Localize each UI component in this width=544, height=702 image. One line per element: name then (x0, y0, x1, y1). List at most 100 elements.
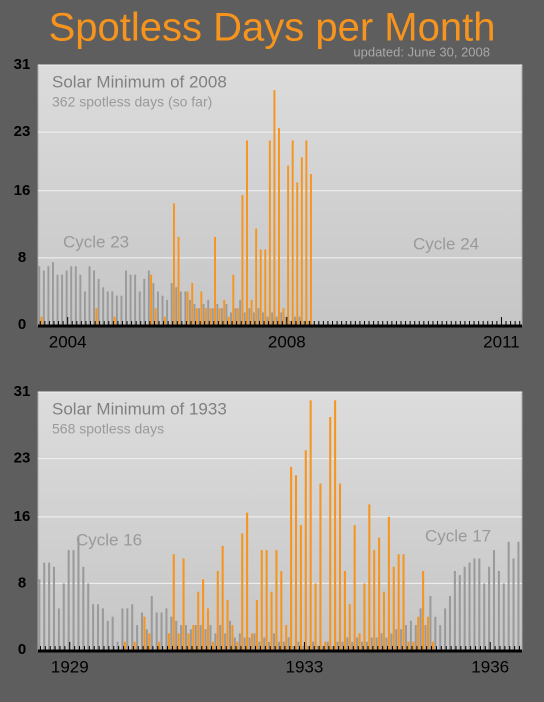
bar (134, 274, 137, 325)
y-tick-label: 8 (18, 574, 26, 591)
bar (248, 637, 251, 650)
bar (444, 608, 447, 650)
bar (225, 304, 228, 325)
bar (272, 633, 276, 650)
bar (319, 483, 322, 650)
bar (182, 558, 185, 650)
bar (121, 608, 124, 650)
bar (268, 140, 271, 325)
bar (292, 645, 295, 650)
y-tick-label: 16 (14, 508, 31, 525)
cycle-label: Cycle 24 (413, 234, 479, 253)
y-tick-label: 23 (14, 450, 31, 467)
bar (125, 270, 127, 325)
bar (309, 400, 312, 650)
y-tick-label: 31 (14, 383, 31, 400)
bar (193, 304, 196, 325)
bar (243, 312, 246, 325)
bar (170, 616, 173, 650)
bar (316, 645, 320, 650)
bar (111, 291, 114, 325)
bar (236, 641, 239, 650)
bar (116, 641, 119, 650)
bar (370, 637, 373, 650)
bar (246, 140, 248, 325)
bar (220, 308, 223, 325)
bar (191, 283, 194, 325)
bar (72, 550, 75, 650)
bar (312, 641, 315, 650)
bar (226, 600, 229, 650)
bar (268, 641, 271, 650)
bar (365, 641, 368, 650)
bar (400, 629, 403, 650)
bar (434, 616, 437, 650)
bar (200, 291, 203, 325)
bar (202, 579, 205, 650)
bar (336, 641, 339, 650)
bar (228, 620, 232, 650)
bar (170, 283, 173, 325)
bar (96, 604, 100, 650)
bar (255, 228, 258, 325)
bar (180, 625, 183, 650)
bar (186, 291, 189, 325)
bar (248, 308, 251, 325)
bar (299, 525, 302, 650)
bar (293, 316, 296, 325)
bar (277, 641, 280, 650)
bar (88, 266, 91, 325)
bar (390, 633, 393, 650)
cycle-label: Cycle 23 (63, 232, 129, 251)
bar (204, 629, 207, 650)
bar (77, 537, 80, 650)
bar (204, 308, 207, 325)
bar (453, 570, 456, 650)
bar (309, 174, 312, 325)
bar (113, 316, 116, 325)
bar (179, 291, 182, 325)
x-tick-label: 1933 (286, 657, 324, 676)
bar (115, 295, 118, 325)
bar (488, 566, 491, 650)
bar (351, 641, 354, 650)
bar (358, 633, 361, 650)
bar (260, 550, 263, 650)
bar (150, 274, 153, 325)
bar (207, 299, 210, 325)
bar (380, 633, 383, 650)
bar (236, 308, 239, 325)
bar (192, 625, 195, 650)
bar (375, 637, 378, 650)
bar (241, 533, 244, 650)
bar (424, 625, 427, 650)
bar (271, 312, 274, 325)
x-tick-label: 1936 (471, 657, 509, 676)
bar (407, 641, 410, 650)
y-tick-label: 16 (14, 182, 31, 199)
bar (40, 316, 43, 325)
bar (287, 637, 290, 650)
x-tick-label: 2004 (49, 332, 87, 351)
bar (184, 291, 187, 325)
bar (214, 236, 217, 325)
bar (188, 299, 191, 325)
bar (70, 266, 73, 325)
bar (177, 633, 180, 650)
bar (382, 591, 386, 650)
bar (209, 308, 212, 325)
bar (473, 558, 476, 650)
bar (264, 249, 267, 325)
bar (280, 312, 283, 325)
bar (262, 312, 264, 325)
bar (211, 641, 214, 650)
bar (106, 291, 109, 325)
bar (140, 612, 144, 650)
bar (290, 466, 293, 650)
bar (216, 570, 219, 650)
bar (231, 625, 234, 650)
bar (172, 203, 175, 325)
bar (131, 604, 134, 650)
